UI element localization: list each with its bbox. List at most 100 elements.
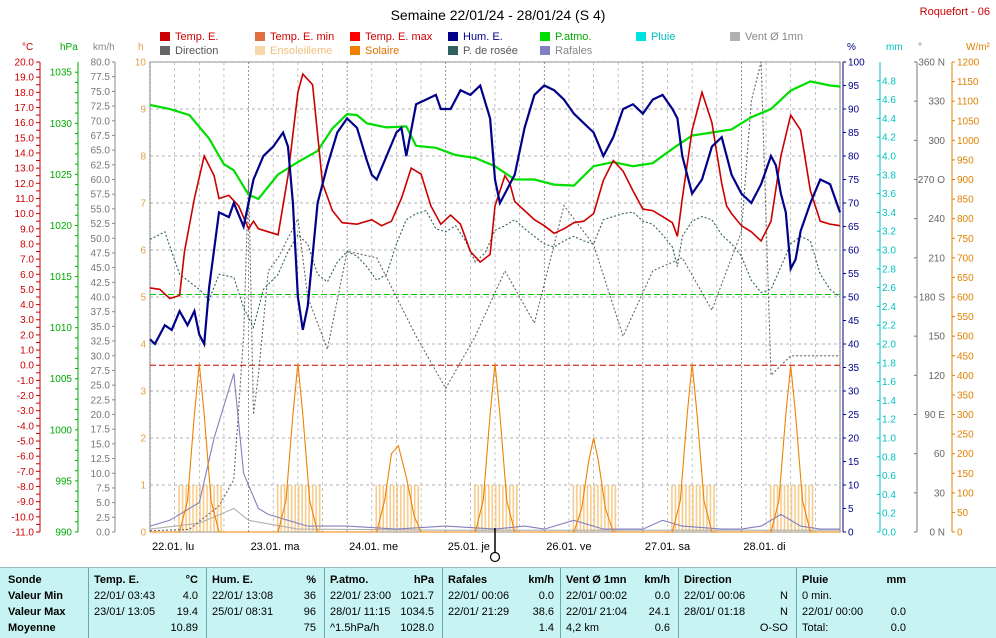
- wind-tick-label: 7.5: [96, 483, 110, 494]
- legend-swatch: [540, 32, 550, 41]
- hum-tick-label: 55: [848, 269, 860, 280]
- sunshine-bar: [417, 485, 420, 532]
- sunshine-bar: [674, 485, 677, 532]
- dir-tick-label: 60: [934, 449, 946, 460]
- temp-max-date: 23/01/ 13:05: [94, 606, 156, 618]
- solar-tick-label: 250: [957, 430, 974, 441]
- dir-tick-label: 0 N: [929, 528, 945, 539]
- sunshine-bar: [688, 485, 691, 532]
- sun-tick-label: 1: [140, 481, 146, 492]
- sunshine-bar: [572, 485, 575, 532]
- solar-tick-label: 0: [957, 528, 963, 539]
- dir-min-date: 22/01/ 00:06: [684, 590, 746, 602]
- rain-tick-label: 2.2: [882, 321, 896, 332]
- wind-tick-label: 60.0: [91, 175, 111, 186]
- hum-tick-label: 5: [848, 504, 854, 515]
- solar-tick-label: 800: [957, 214, 974, 225]
- sunshine-bar: [597, 485, 599, 532]
- sunshine-bar: [706, 485, 708, 532]
- sunshine-bar: [709, 485, 712, 532]
- rafales-avg: 1.4: [538, 622, 554, 634]
- wind-tick-label: 35.0: [91, 322, 111, 333]
- series-direction: [149, 61, 840, 532]
- sun-tick-label: 8: [140, 152, 146, 163]
- solar-tick-label: 1050: [957, 116, 980, 127]
- solar-tick-label: 400: [957, 371, 974, 382]
- sunshine-bar: [280, 485, 282, 532]
- hdr-hum-unit: %: [306, 574, 316, 586]
- day-label: 22.01. lu: [152, 541, 194, 553]
- series-rafales: [149, 373, 840, 530]
- legend-label: P.atmo.: [555, 31, 592, 43]
- sun-tick-label: 0: [140, 528, 146, 539]
- hum-tick-label: 85: [848, 128, 860, 139]
- hum-avg: 75: [303, 622, 316, 634]
- series-lines: [149, 61, 842, 533]
- sunshine-bar: [699, 485, 701, 532]
- sunshine-bar: [671, 485, 673, 532]
- hum-max-date: 25/01/ 08:31: [212, 606, 274, 618]
- series-solaire: [150, 363, 840, 533]
- hdr-hum: Hum. E.: [212, 574, 253, 586]
- pluie-max-date: 22/01/ 00:00: [802, 606, 864, 618]
- temp-avg: 10.89: [170, 622, 198, 634]
- dir-tick-label: 360 N: [918, 58, 945, 69]
- legend-swatch: [350, 32, 360, 41]
- col-hum: Hum. E. % 22/01/ 13:08 36 25/01/ 08:31 9…: [212, 570, 318, 636]
- dir-tick-label: 180 S: [919, 293, 945, 304]
- rain-tick-label: 0.6: [882, 471, 896, 482]
- sunshine-bar: [481, 485, 483, 532]
- wind-tick-label: 80.0: [91, 58, 111, 69]
- legend-swatch: [448, 46, 458, 55]
- hum-max: 96: [303, 606, 316, 618]
- wind-tick-label: 47.5: [91, 248, 111, 259]
- series-temp-e-: [149, 72, 841, 300]
- solar-tick-label: 350: [957, 390, 974, 401]
- sunshine-bar: [195, 485, 198, 532]
- hdr-temp-unit: °C: [185, 574, 198, 586]
- sunshine-bar: [382, 485, 385, 532]
- pressure-tick-label: 1030: [50, 119, 73, 130]
- sunshine-bar: [477, 485, 480, 532]
- dir-tick-label: 330: [928, 97, 945, 108]
- rain-tick-label: 4.4: [882, 114, 896, 125]
- col-pluie: Pluie mm 0 min. 22/01/ 00:00 0.0 Total: …: [802, 570, 908, 636]
- dir-tick-label: 210: [928, 253, 945, 264]
- sunshine-bar: [301, 485, 303, 532]
- temp-tick-label: -6.0: [17, 452, 35, 463]
- sunshine-bar: [811, 485, 814, 532]
- vent-avg: 0.6: [654, 622, 670, 634]
- sunshine-bar: [287, 485, 289, 532]
- sunshine-bar: [276, 485, 279, 532]
- legend: Temp. E. Temp. E. min Temp. E. max Hum. E. P…: [160, 31, 803, 57]
- sunshine-bar: [216, 485, 219, 532]
- wind-tick-label: 12.5: [91, 454, 111, 465]
- hum-tick-label: 45: [848, 316, 860, 327]
- solar-tick-label: 850: [957, 195, 974, 206]
- temp-tick-label: 13.0: [15, 164, 35, 175]
- sunshine-bar: [790, 485, 793, 532]
- wind-tick-label: 30.0: [91, 351, 111, 362]
- sunshine-bar: [181, 485, 184, 532]
- pressure-tick-label: 1005: [50, 374, 73, 385]
- sun-tick-label: 6: [140, 246, 146, 257]
- solar-tick-label: 1200: [957, 58, 980, 69]
- patmo-max: 1034.5: [400, 606, 434, 618]
- day-label: 24.01. me: [349, 541, 398, 553]
- hdr-pluie-unit: mm: [886, 574, 906, 586]
- wind-tick-label: 70.0: [91, 116, 111, 127]
- temp-tick-label: -9.0: [17, 497, 35, 508]
- rafales-min: 0.0: [538, 590, 554, 602]
- col-vent: Vent Ø 1mn km/h 22/01/ 00:02 0.0 22/01/ …: [566, 570, 672, 636]
- rain-tick-label: 3.2: [882, 227, 896, 238]
- sun-tick-label: 9: [140, 105, 146, 116]
- pressure-tick-label: 1025: [50, 170, 73, 181]
- solar-tick-label: 550: [957, 312, 974, 323]
- hum-tick-label: 30: [848, 387, 860, 398]
- rain-tick-label: 4.0: [882, 152, 896, 163]
- solar-tick-label: 650: [957, 273, 974, 284]
- hum-tick-label: 60: [848, 246, 860, 257]
- sunshine-bar: [318, 485, 321, 532]
- hum-tick-label: 65: [848, 222, 860, 233]
- solar-tick-label: 50: [957, 508, 969, 519]
